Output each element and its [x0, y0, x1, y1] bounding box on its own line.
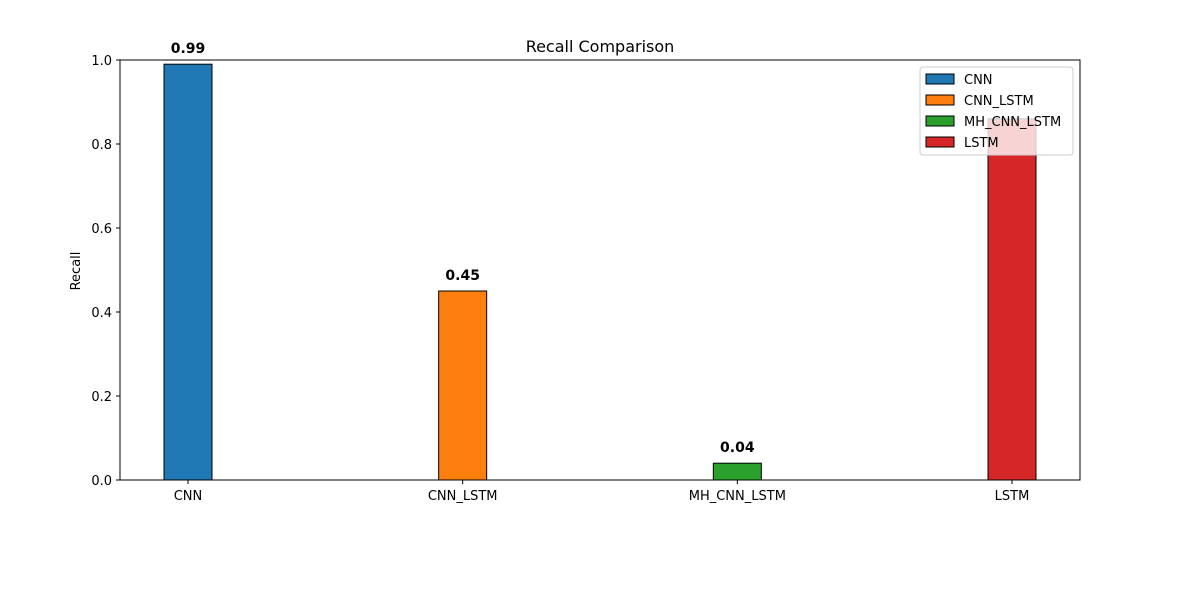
plot-frame: [119, 59, 1081, 481]
y-axis: 0.0 0.2 0.4 0.6 0.8 1.0: [91, 54, 120, 489]
legend-box: [919, 66, 1074, 156]
x-tick-label-mh-cnn-lstm: MH_CNN_LSTM: [689, 489, 786, 504]
legend-swatch-mh-cnn-lstm: [925, 115, 955, 127]
legend-label-cnn-lstm: CNN_LSTM: [964, 94, 1034, 109]
legend-label-lstm: LSTM: [964, 136, 999, 151]
bar-mh-cnn-lstm: [712, 462, 762, 481]
x-tick-label-lstm: LSTM: [995, 489, 1030, 504]
legend-swatch-cnn: [925, 73, 955, 85]
y-axis-label: Recall: [69, 252, 84, 291]
legend: CNN CNN_LSTM MH_CNN_LSTM LSTM: [919, 66, 1074, 156]
y-tick-label: 0.4: [91, 306, 112, 321]
x-axis: CNN CNN_LSTM MH_CNN_LSTM LSTM: [174, 480, 1030, 504]
legend-label-mh-cnn-lstm: MH_CNN_LSTM: [964, 115, 1061, 130]
x-tick-label-cnn: CNN: [174, 489, 203, 504]
y-tick-label: 0.6: [91, 222, 112, 237]
bars-layer: [163, 63, 1037, 481]
y-tick-label: 0.0: [91, 474, 112, 489]
y-tick-label: 0.2: [91, 390, 112, 405]
x-tick-label-cnn-lstm: CNN_LSTM: [428, 489, 498, 504]
legend-label-cnn: CNN: [964, 73, 993, 88]
value-labels-layer: 0.99 0.45 0.04: [171, 41, 755, 456]
bar-lstm: [987, 118, 1037, 481]
legend-swatch-lstm: [925, 136, 955, 148]
value-label-cnn: 0.99: [171, 41, 206, 57]
bar-cnn: [163, 63, 213, 481]
value-label-mh-cnn-lstm: 0.04: [720, 440, 755, 456]
bar-cnn-lstm: [438, 290, 488, 481]
value-label-cnn-lstm: 0.45: [445, 268, 480, 284]
y-tick-label: 1.0: [91, 54, 112, 69]
legend-swatch-cnn-lstm: [925, 94, 955, 106]
y-tick-label: 0.8: [91, 138, 112, 153]
chart-title: Recall Comparison: [526, 37, 675, 56]
